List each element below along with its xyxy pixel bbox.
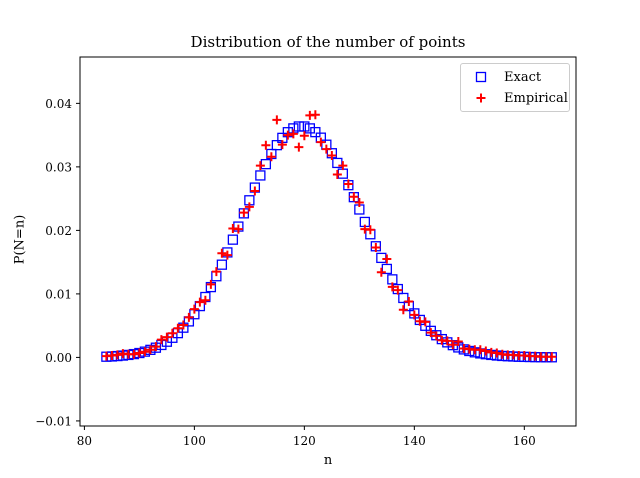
- legend-label: Empirical: [504, 90, 568, 106]
- empirical-point: [140, 347, 150, 357]
- empirical-point: [129, 349, 139, 359]
- empirical-point: [283, 130, 293, 140]
- empirical-point: [371, 243, 381, 253]
- empirical-point: [376, 267, 386, 277]
- empirical-point: [426, 328, 436, 338]
- x-tick-label: 140: [403, 434, 426, 448]
- x-tick-label: 80: [77, 434, 92, 448]
- y-tick-label: −0.01: [35, 414, 72, 428]
- empirical-point: [156, 335, 166, 345]
- empirical-point: [277, 140, 287, 150]
- empirical-point: [365, 225, 375, 235]
- empirical-point: [112, 350, 122, 360]
- empirical-point: [481, 346, 491, 356]
- exact-point: [255, 170, 266, 181]
- y-tick-label: 0.03: [45, 160, 72, 174]
- empirical-point: [310, 110, 320, 120]
- empirical-point: [145, 345, 155, 355]
- empirical-point: [338, 161, 348, 171]
- x-tick-label: 160: [513, 434, 536, 448]
- empirical-point: [151, 342, 161, 352]
- empirical-point: [195, 297, 205, 307]
- exact-point: [260, 158, 272, 170]
- empirical-point: [266, 152, 276, 162]
- empirical-point: [299, 131, 309, 141]
- empirical-point: [288, 129, 298, 139]
- exact-point: [310, 126, 321, 138]
- empirical-point: [387, 282, 397, 292]
- exact-point: [304, 123, 316, 134]
- exact-point: [216, 259, 228, 270]
- empirical-point: [167, 328, 177, 338]
- empirical-point: [206, 279, 216, 289]
- y-tick-label: 0.02: [45, 224, 72, 238]
- y-axis-label: P(N=n): [12, 214, 28, 265]
- empirical-point: [393, 285, 403, 295]
- empirical-point: [233, 224, 243, 234]
- empirical-point: [162, 332, 172, 342]
- exact-point: [227, 234, 239, 245]
- chart-title: Distribution of the number of points: [190, 33, 466, 51]
- empirical-point: [294, 142, 304, 152]
- empirical-point: [321, 144, 331, 154]
- empirical-point: [547, 352, 557, 362]
- empirical-point: [272, 115, 282, 125]
- empirical-point: [250, 186, 260, 196]
- plus-marker-icon: [476, 93, 486, 103]
- empirical-point: [382, 254, 392, 264]
- legend: Exact Empirical: [460, 63, 570, 112]
- empirical-point: [475, 345, 485, 355]
- x-axis-label: n: [323, 453, 333, 468]
- empirical-point: [448, 340, 458, 350]
- empirical-point: [173, 323, 183, 333]
- empirical-point: [244, 202, 254, 212]
- exact-point: [293, 121, 305, 132]
- empirical-point: [316, 137, 326, 147]
- y-tick-label: 0.00: [45, 351, 72, 365]
- exact-point: [299, 121, 310, 132]
- empirical-point: [327, 150, 337, 160]
- empirical-point: [239, 208, 249, 218]
- empirical-point: [349, 192, 359, 202]
- y-tick-label: 0.01: [45, 287, 72, 301]
- empirical-point: [492, 348, 502, 358]
- exact-point: [376, 252, 387, 264]
- empirical-point: [354, 197, 364, 207]
- empirical-point: [217, 248, 227, 258]
- empirical-point: [261, 140, 271, 150]
- empirical-point: [200, 295, 210, 305]
- empirical-point: [332, 169, 342, 179]
- square-marker-icon: [475, 71, 487, 83]
- legend-item-exact: Exact: [461, 67, 541, 87]
- legend-item-empirical: Empirical: [461, 88, 568, 108]
- empirical-point: [398, 305, 408, 315]
- y-tick-label: 0.04: [45, 97, 72, 111]
- empirical-point: [442, 336, 452, 346]
- empirical-point: [343, 179, 353, 189]
- empirical-point: [420, 317, 430, 327]
- x-tick-label: 100: [183, 434, 206, 448]
- empirical-point: [211, 267, 221, 277]
- x-tick-label: 120: [293, 434, 316, 448]
- empirical-point: [184, 312, 194, 322]
- empirical-point: [189, 304, 199, 314]
- empirical-point: [222, 250, 232, 260]
- empirical-point: [134, 348, 144, 358]
- empirical-point: [404, 297, 414, 307]
- plot-frame: [79, 56, 577, 427]
- empirical-point: [178, 320, 188, 330]
- empirical-point: [409, 310, 419, 320]
- empirical-point: [431, 331, 441, 341]
- empirical-point: [453, 337, 463, 347]
- legend-label: Exact: [504, 69, 542, 85]
- empirical-point: [255, 161, 265, 171]
